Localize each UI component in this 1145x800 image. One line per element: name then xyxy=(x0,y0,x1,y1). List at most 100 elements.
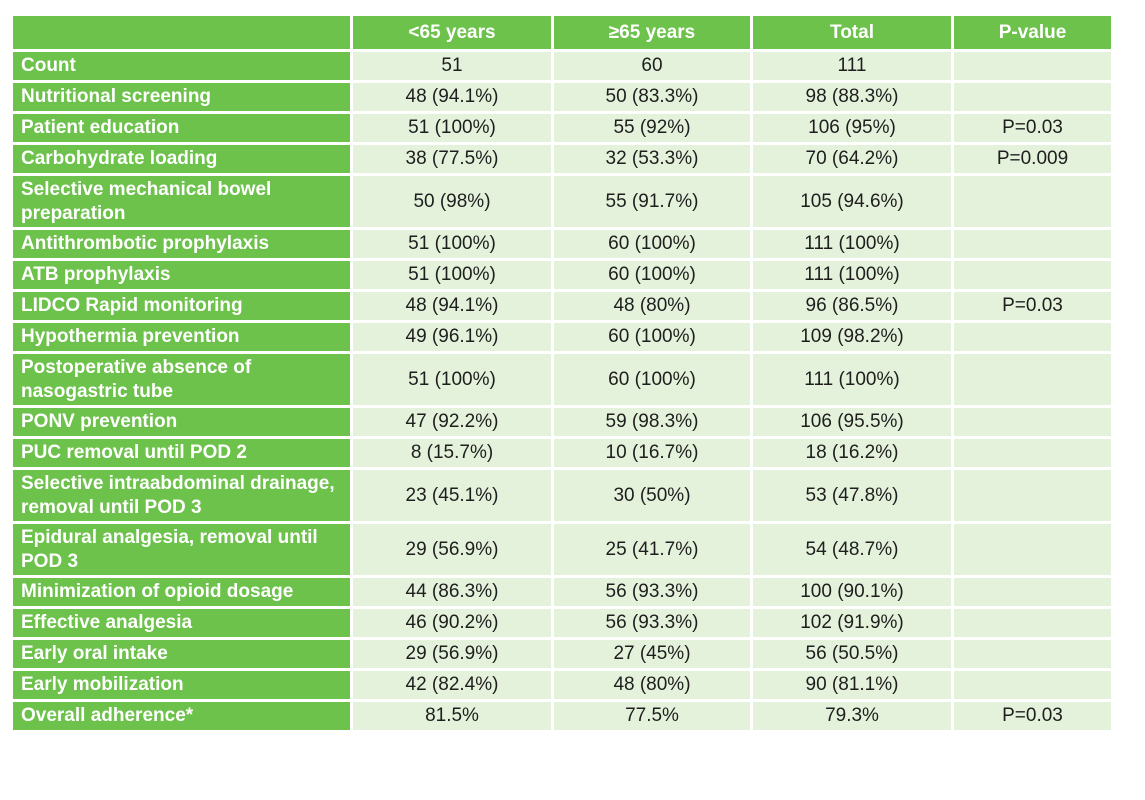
p-value-cell: P=0.03 xyxy=(954,114,1111,142)
p-value-cell xyxy=(954,354,1111,405)
row-label-cell: Nutritional screening xyxy=(13,83,350,111)
header-p-value: P-value xyxy=(954,16,1111,49)
p-value-cell xyxy=(954,230,1111,258)
value-under-65-cell: 8 (15.7%) xyxy=(353,439,551,467)
eras-adherence-table-container: <65 years ≥65 years Total P-value Count 5… xyxy=(10,13,1114,733)
row-label-cell: Epidural analgesia, removal until POD 3 xyxy=(13,524,350,575)
table-row: Patient education 51 (100%) 55 (92%) 106 (9… xyxy=(13,114,1111,142)
header-corner-cell xyxy=(13,16,350,49)
value-total-cell: 56 (50.5%) xyxy=(753,640,951,668)
p-value-cell xyxy=(954,83,1111,111)
header-65-and-over: ≥65 years xyxy=(554,16,750,49)
value-65-and-over-cell: 60 (100%) xyxy=(554,323,750,351)
value-under-65-cell: 48 (94.1%) xyxy=(353,83,551,111)
value-total-cell: 111 xyxy=(753,52,951,80)
table-row: ATB prophylaxis 51 (100%) 60 (100%) 111 (10… xyxy=(13,261,1111,289)
value-65-and-over-cell: 55 (92%) xyxy=(554,114,750,142)
row-label-cell: Early oral intake xyxy=(13,640,350,668)
value-under-65-cell: 51 (100%) xyxy=(353,261,551,289)
p-value-cell xyxy=(954,609,1111,637)
p-value-cell xyxy=(954,52,1111,80)
table-row: Hypothermia prevention 49 (96.1%) 60 (100%… xyxy=(13,323,1111,351)
value-65-and-over-cell: 56 (93.3%) xyxy=(554,578,750,606)
value-under-65-cell: 51 (100%) xyxy=(353,230,551,258)
table-row: Early oral intake 29 (56.9%) 27 (45%) 56 (5… xyxy=(13,640,1111,668)
table-row: Carbohydrate loading 38 (77.5%) 32 (53.3%)… xyxy=(13,145,1111,173)
value-total-cell: 111 (100%) xyxy=(753,230,951,258)
table-row: Early mobilization 42 (82.4%) 48 (80%) 90 (… xyxy=(13,671,1111,699)
row-label-cell: Antithrombotic prophylaxis xyxy=(13,230,350,258)
row-label-cell: Minimization of opioid dosage xyxy=(13,578,350,606)
value-65-and-over-cell: 60 xyxy=(554,52,750,80)
value-65-and-over-cell: 55 (91.7%) xyxy=(554,176,750,227)
value-under-65-cell: 29 (56.9%) xyxy=(353,524,551,575)
value-65-and-over-cell: 30 (50%) xyxy=(554,470,750,521)
row-label-cell: PONV prevention xyxy=(13,408,350,436)
row-label-cell: Selective intraabdominal drainage, remov… xyxy=(13,470,350,521)
eras-adherence-table: <65 years ≥65 years Total P-value Count 5… xyxy=(10,13,1114,733)
row-label-cell: Postoperative absence of nasogastric tub… xyxy=(13,354,350,405)
value-total-cell: 96 (86.5%) xyxy=(753,292,951,320)
value-65-and-over-cell: 60 (100%) xyxy=(554,354,750,405)
value-65-and-over-cell: 48 (80%) xyxy=(554,671,750,699)
p-value-cell xyxy=(954,578,1111,606)
value-65-and-over-cell: 25 (41.7%) xyxy=(554,524,750,575)
value-total-cell: 54 (48.7%) xyxy=(753,524,951,575)
p-value-cell xyxy=(954,671,1111,699)
table-row: Nutritional screening 48 (94.1%) 50 (83.3%… xyxy=(13,83,1111,111)
table-body: Count 51 60 111 Nutritional screening 48 (94.… xyxy=(13,52,1111,730)
table-row: Selective mechanical bowel preparation 50… xyxy=(13,176,1111,227)
row-label-cell: Hypothermia prevention xyxy=(13,323,350,351)
row-label-cell: Count xyxy=(13,52,350,80)
table-row: Effective analgesia 46 (90.2%) 56 (93.3%) 1… xyxy=(13,609,1111,637)
value-65-and-over-cell: 60 (100%) xyxy=(554,230,750,258)
value-total-cell: 98 (88.3%) xyxy=(753,83,951,111)
table-row: Count 51 60 111 xyxy=(13,52,1111,80)
p-value-cell xyxy=(954,323,1111,351)
value-65-and-over-cell: 27 (45%) xyxy=(554,640,750,668)
p-value-cell: P=0.009 xyxy=(954,145,1111,173)
value-total-cell: 111 (100%) xyxy=(753,261,951,289)
table-row: LIDCO Rapid monitoring 48 (94.1%) 48 (80%)… xyxy=(13,292,1111,320)
value-under-65-cell: 81.5% xyxy=(353,702,551,730)
value-65-and-over-cell: 56 (93.3%) xyxy=(554,609,750,637)
header-under-65: <65 years xyxy=(353,16,551,49)
p-value-cell: P=0.03 xyxy=(954,292,1111,320)
value-under-65-cell: 51 (100%) xyxy=(353,114,551,142)
value-total-cell: 106 (95.5%) xyxy=(753,408,951,436)
value-total-cell: 79.3% xyxy=(753,702,951,730)
table-row: PONV prevention 47 (92.2%) 59 (98.3%) 106 (… xyxy=(13,408,1111,436)
value-under-65-cell: 44 (86.3%) xyxy=(353,578,551,606)
row-label-cell: Effective analgesia xyxy=(13,609,350,637)
p-value-cell xyxy=(954,640,1111,668)
value-total-cell: 100 (90.1%) xyxy=(753,578,951,606)
row-label-cell: Early mobilization xyxy=(13,671,350,699)
value-total-cell: 105 (94.6%) xyxy=(753,176,951,227)
value-under-65-cell: 46 (90.2%) xyxy=(353,609,551,637)
value-total-cell: 111 (100%) xyxy=(753,354,951,405)
row-label-cell: PUC removal until POD 2 xyxy=(13,439,350,467)
value-under-65-cell: 50 (98%) xyxy=(353,176,551,227)
row-label-cell: Overall adherence* xyxy=(13,702,350,730)
value-65-and-over-cell: 50 (83.3%) xyxy=(554,83,750,111)
value-total-cell: 106 (95%) xyxy=(753,114,951,142)
value-65-and-over-cell: 60 (100%) xyxy=(554,261,750,289)
row-label-cell: Patient education xyxy=(13,114,350,142)
row-label-cell: ATB prophylaxis xyxy=(13,261,350,289)
p-value-cell xyxy=(954,439,1111,467)
table-row: Antithrombotic prophylaxis 51 (100%) 60 (1… xyxy=(13,230,1111,258)
value-under-65-cell: 49 (96.1%) xyxy=(353,323,551,351)
value-under-65-cell: 38 (77.5%) xyxy=(353,145,551,173)
p-value-cell xyxy=(954,261,1111,289)
value-under-65-cell: 51 xyxy=(353,52,551,80)
value-65-and-over-cell: 10 (16.7%) xyxy=(554,439,750,467)
value-under-65-cell: 42 (82.4%) xyxy=(353,671,551,699)
table-row: Selective intraabdominal drainage, remov… xyxy=(13,470,1111,521)
value-65-and-over-cell: 59 (98.3%) xyxy=(554,408,750,436)
p-value-cell: P=0.03 xyxy=(954,702,1111,730)
p-value-cell xyxy=(954,408,1111,436)
value-under-65-cell: 51 (100%) xyxy=(353,354,551,405)
table-row: Postoperative absence of nasogastric tub… xyxy=(13,354,1111,405)
